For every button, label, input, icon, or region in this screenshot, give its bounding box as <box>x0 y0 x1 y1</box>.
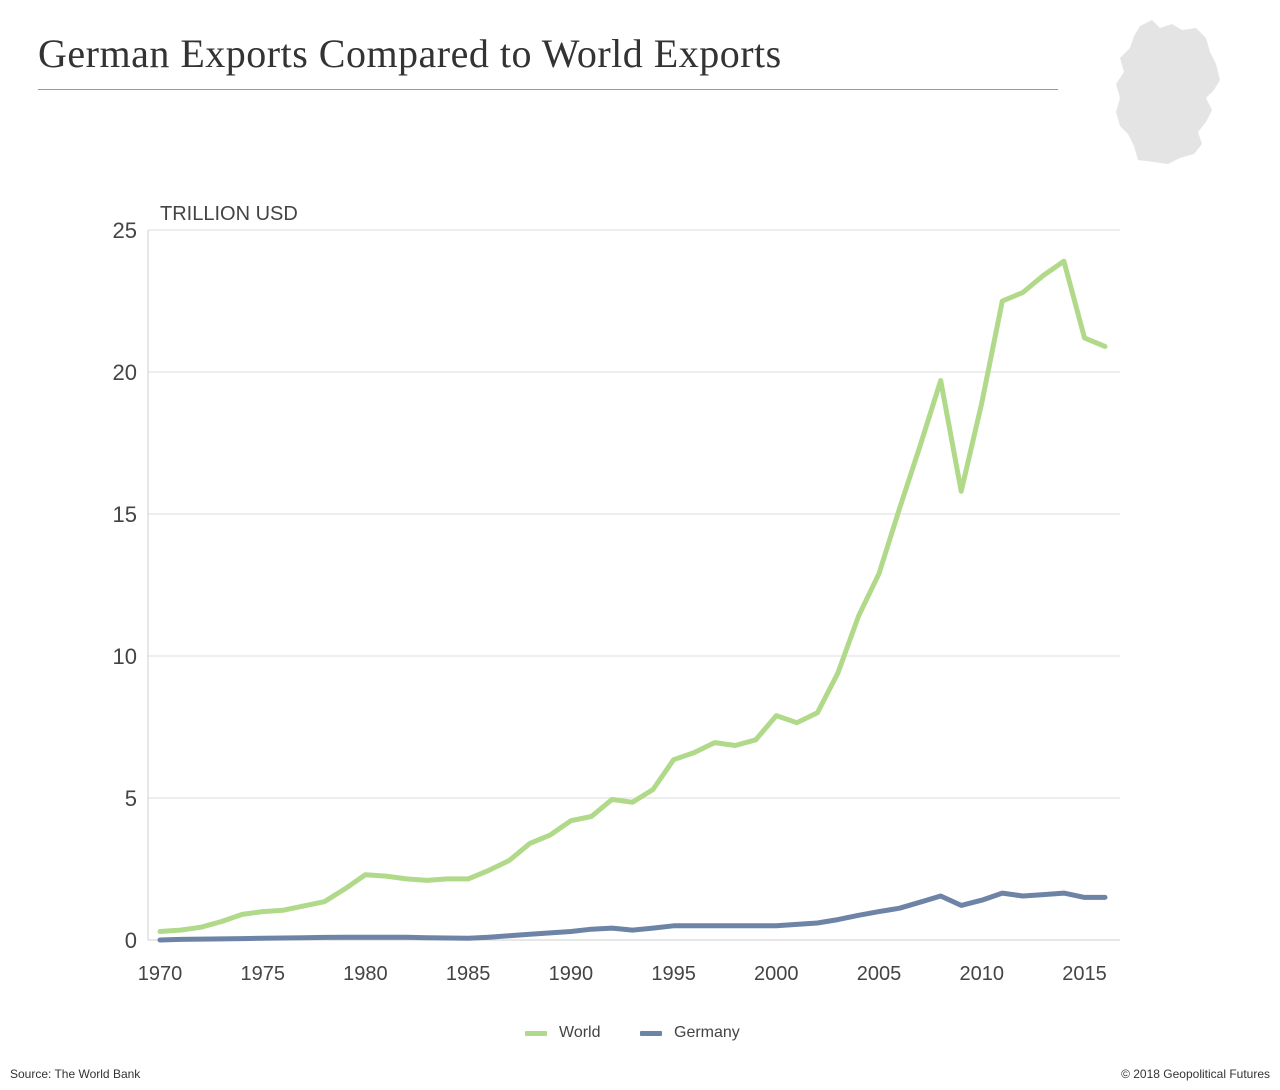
x-tick-label: 1990 <box>549 963 594 985</box>
y-tick-label: 0 <box>125 928 137 953</box>
chart-title: German Exports Compared to World Exports <box>38 31 782 76</box>
source-note: Source: The World Bank <box>10 1067 141 1081</box>
x-tick-label: 1975 <box>240 963 285 985</box>
series-lines <box>157 258 1108 943</box>
x-tick-label: 1985 <box>446 963 491 985</box>
y-tick-label: 5 <box>125 786 137 811</box>
chart-area: TRILLION USD 0 5 10 15 20 25 1970 1975 1980 1985… <box>113 203 1120 985</box>
x-tick-labels: 1970 1975 1980 1985 1990 1995 2000 2005 2010 2015 <box>138 963 1107 985</box>
x-tick-label: 2005 <box>857 963 902 985</box>
legend-label-germany: Germany <box>674 1024 740 1041</box>
x-tick-label: 2015 <box>1062 963 1107 985</box>
y-axis-unit-label: TRILLION USD <box>160 203 298 225</box>
series-line-germany <box>157 890 1108 943</box>
y-tick-label: 25 <box>113 218 137 243</box>
y-tick-label: 15 <box>113 502 137 527</box>
y-tick-labels: 0 5 10 15 20 25 <box>113 218 137 953</box>
y-tick-label: 10 <box>113 644 137 669</box>
x-tick-label: 1995 <box>651 963 696 985</box>
legend-label-world: World <box>559 1024 601 1041</box>
germany-map-icon <box>1116 20 1220 164</box>
x-tick-label: 1970 <box>138 963 183 985</box>
series-line-world <box>157 258 1108 934</box>
x-tick-label: 2000 <box>754 963 799 985</box>
copyright-note: © 2018 Geopolitical Futures <box>1121 1067 1270 1081</box>
legend-item-germany: Germany <box>640 1024 740 1042</box>
x-tick-label: 1980 <box>343 963 388 985</box>
x-tick-label: 2010 <box>959 963 1004 985</box>
title-divider <box>38 89 1058 90</box>
legend-swatch-world <box>525 1030 547 1036</box>
y-gridlines <box>148 229 1120 799</box>
y-tick-label: 20 <box>113 360 137 385</box>
legend-item-world: World <box>525 1024 601 1042</box>
legend-swatch-germany <box>640 1030 662 1036</box>
